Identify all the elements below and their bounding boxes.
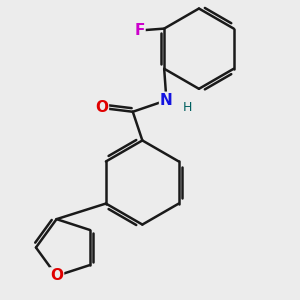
Text: F: F [134, 23, 145, 38]
Text: O: O [95, 100, 108, 116]
Text: O: O [50, 268, 63, 284]
Text: N: N [160, 93, 173, 108]
Text: H: H [183, 101, 192, 114]
